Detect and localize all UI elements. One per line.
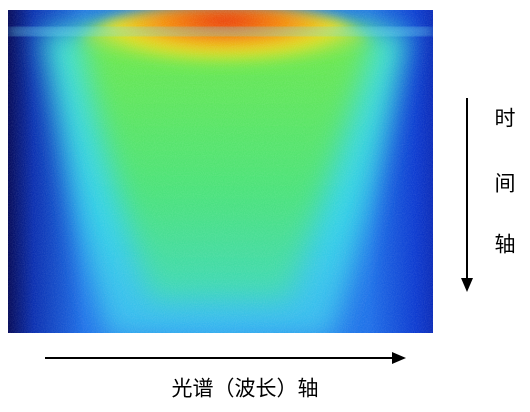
time-arrowhead	[461, 278, 473, 292]
spectrum-axis-label: 光谱（波长）轴	[172, 377, 319, 401]
time-axis-char: 轴	[495, 233, 516, 257]
spectrum-arrowhead	[392, 352, 406, 364]
time-axis-char: 间	[495, 172, 516, 196]
time-axis-char: 时	[495, 107, 516, 131]
streak-image	[8, 10, 433, 333]
